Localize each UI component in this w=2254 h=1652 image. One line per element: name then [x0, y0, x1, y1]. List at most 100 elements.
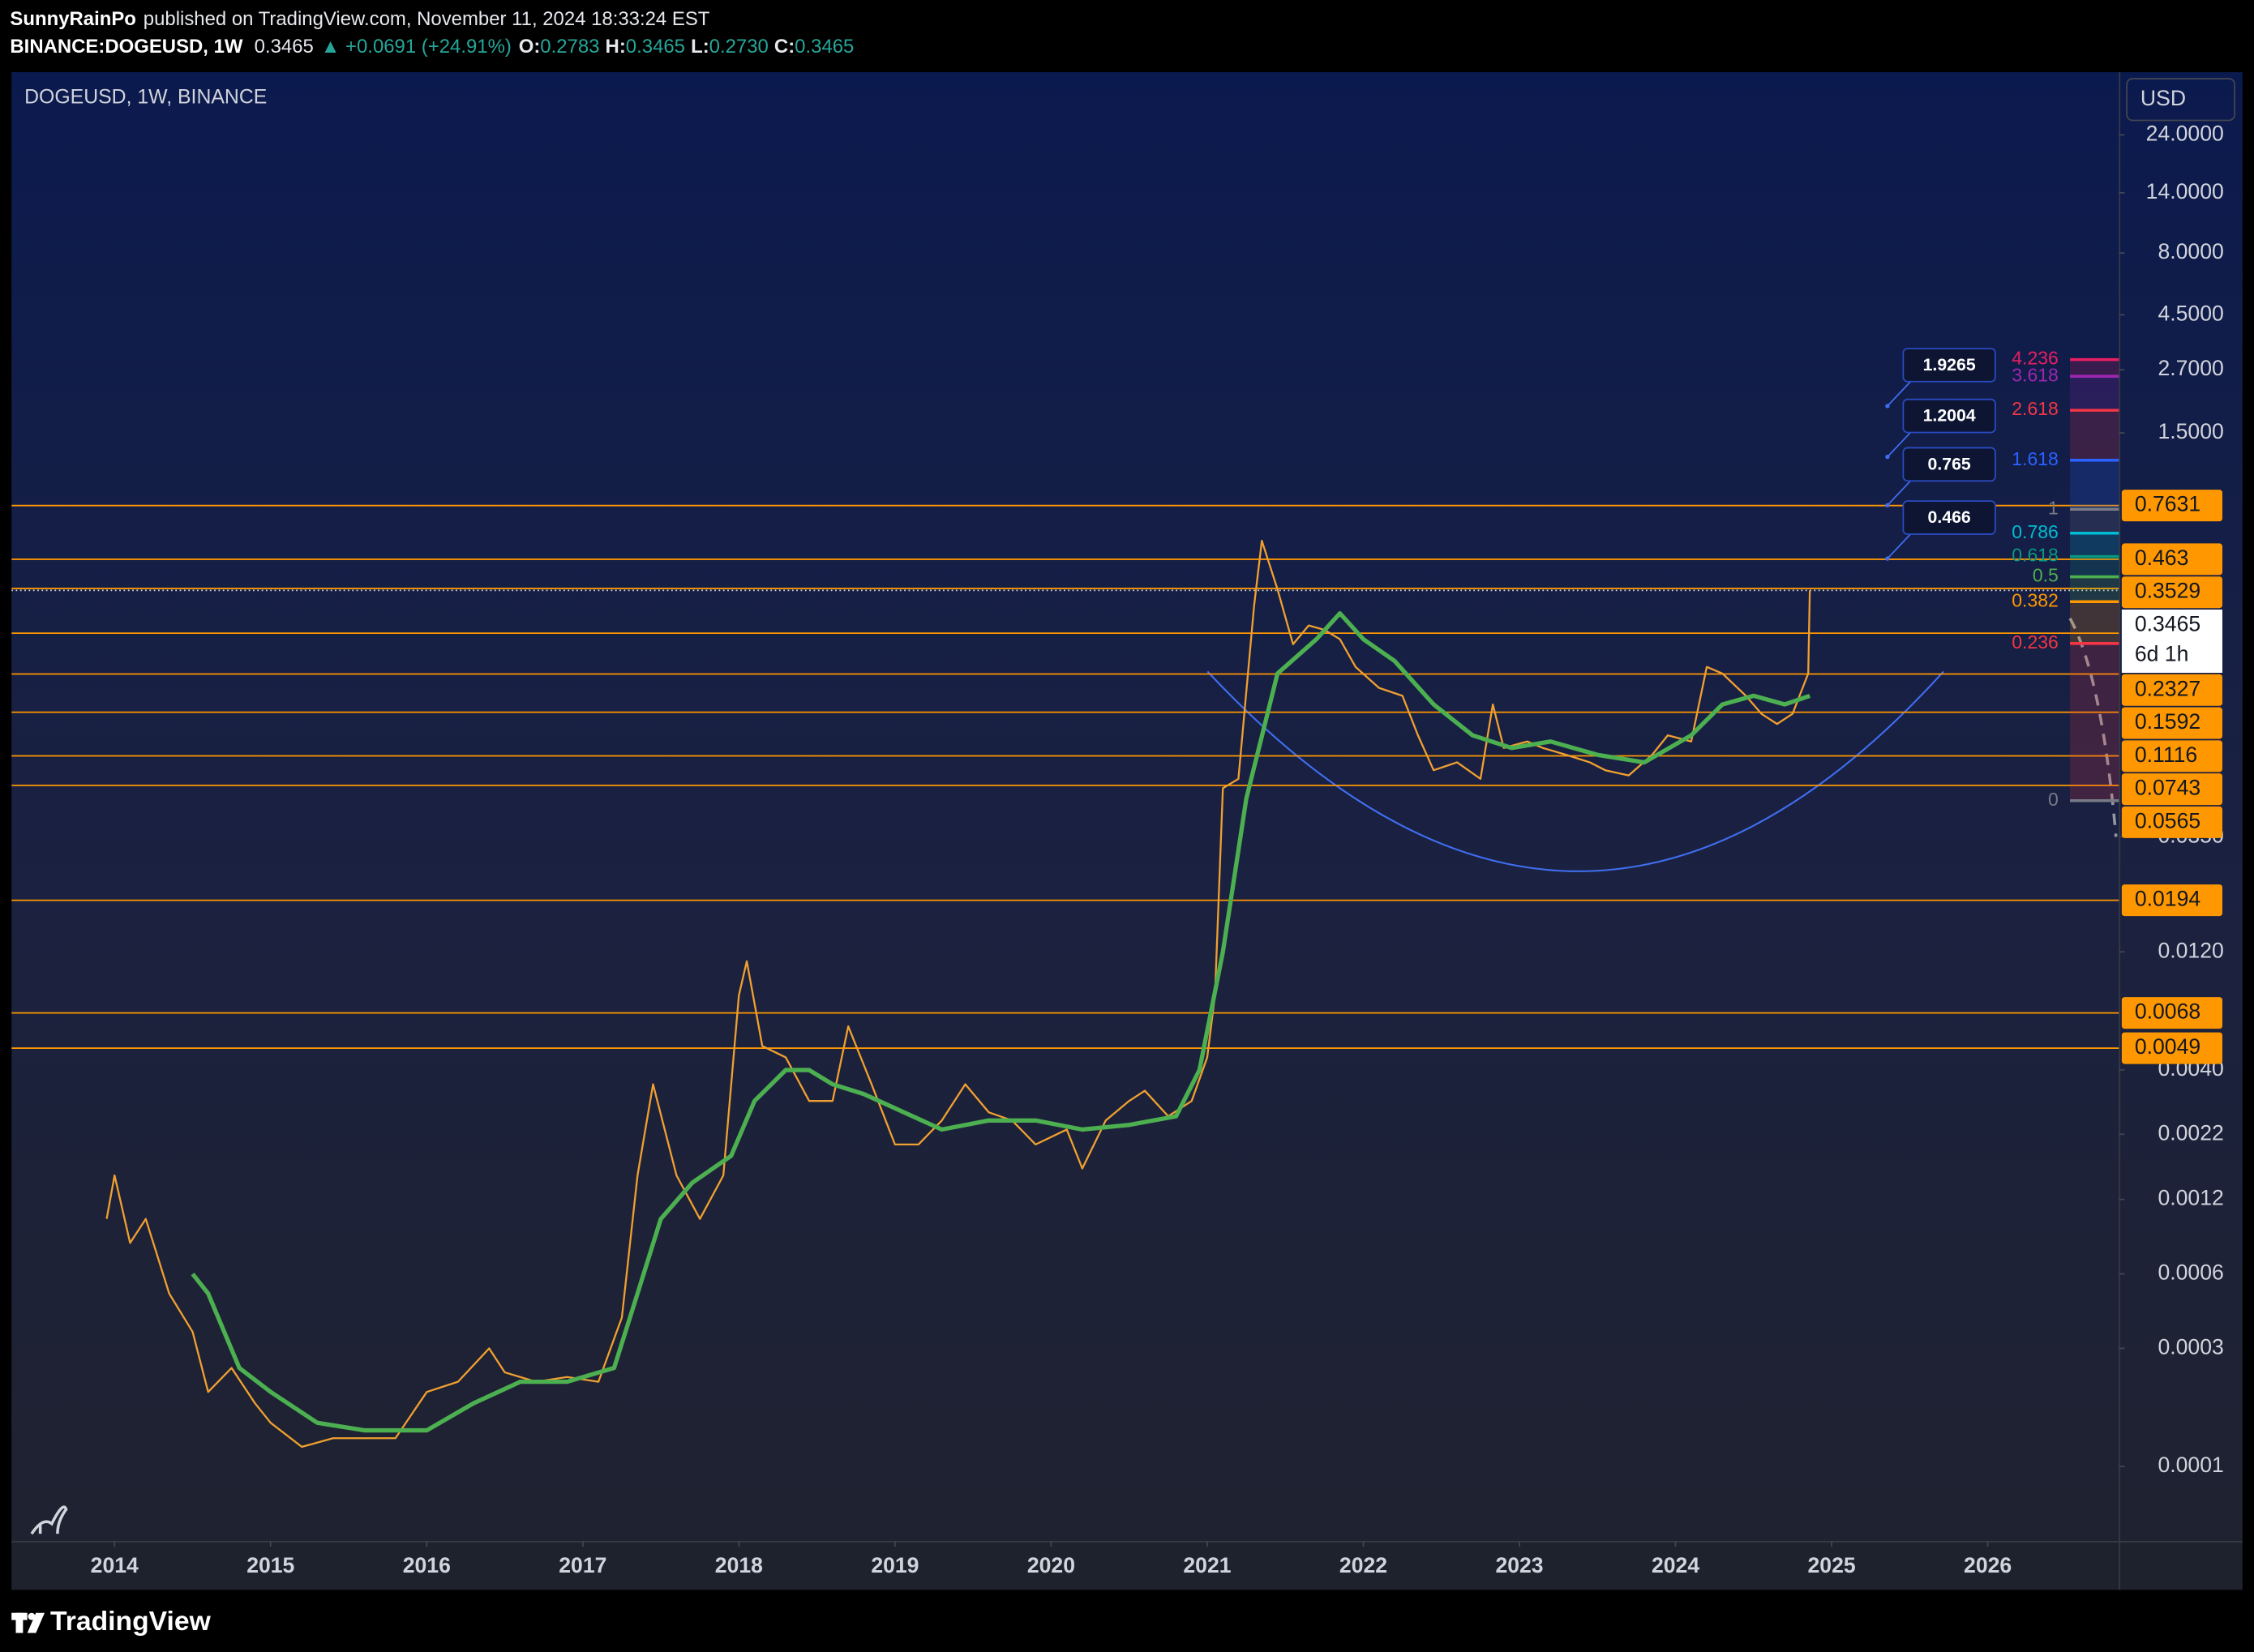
last: 0.3465 [255, 36, 314, 58]
cup-drawing [1206, 670, 1944, 872]
level-label: 0.0049 [2135, 1034, 2200, 1059]
x-tick-label: 2024 [1652, 1553, 1699, 1577]
fib-zone [2070, 556, 2119, 577]
y-tick-label: 14.0000 [2146, 179, 2224, 203]
level-box [2121, 543, 2222, 576]
fib-zone [2070, 533, 2119, 557]
dino-icon [30, 1505, 68, 1535]
callout-pointer [1887, 478, 1913, 506]
x-tick-label: 2018 [715, 1553, 763, 1577]
plot-area [11, 504, 2119, 1449]
author: SunnyRainPo [10, 9, 136, 31]
level-label: 0.0194 [2135, 887, 2200, 911]
level-box [2121, 806, 2222, 838]
footer-logo [11, 1612, 45, 1633]
fib-zone [2070, 359, 2119, 377]
callout-label: 0.765 [1928, 454, 1971, 473]
level-label: 0.0068 [2135, 999, 2200, 1024]
level-box [2121, 1032, 2222, 1064]
fib-zone [2070, 410, 2119, 460]
level-box [2121, 997, 2222, 1029]
fib-label: 4.236 [2012, 348, 2059, 369]
countdown-label: 6d 1h [2135, 642, 2189, 666]
callout-box [1902, 500, 1996, 535]
y-tick-label: 0.0001 [2158, 1453, 2223, 1477]
price-line [105, 539, 1811, 1449]
price-line [191, 610, 1811, 1433]
header-line: SunnyRainPo published on TradingView.com,… [10, 9, 709, 31]
callout-box [1902, 348, 1996, 383]
change: ▲ +0.0691 (+24.91%) [321, 36, 512, 58]
x-tick-label: 2023 [1495, 1553, 1543, 1577]
callout-pointer [1887, 379, 1913, 407]
x-tick-label: 2022 [1339, 1553, 1387, 1577]
callout-pointer [1887, 430, 1913, 458]
fib-label: 0.382 [2012, 589, 2059, 610]
published: published on TradingView.com, November 1… [144, 9, 710, 31]
level-box [2121, 740, 2222, 773]
level-label: 0.2327 [2135, 676, 2200, 700]
y-tick-label: 24.0000 [2146, 121, 2224, 145]
level-box [2121, 773, 2222, 806]
fib-label: 3.618 [2012, 364, 2059, 385]
callout-box [1902, 447, 1996, 482]
fib-label: 1.618 [2012, 448, 2059, 469]
ohlc-label: L: [691, 36, 709, 58]
x-tick-label: 2016 [403, 1553, 451, 1577]
fib-label: 0.236 [2012, 631, 2059, 653]
level-label: 0.1116 [2135, 743, 2197, 767]
x-tick-label: 2019 [871, 1553, 919, 1577]
y-tick-label: 2.7000 [2158, 356, 2223, 380]
fib-label: 1 [2048, 497, 2059, 518]
y-tick-label: 0.0120 [2158, 938, 2223, 962]
projection-drawing [2068, 617, 2118, 837]
ohlc-label: H: [606, 36, 626, 58]
y-tick-label: 0.0003 [2158, 1334, 2223, 1359]
level-label: 0.3529 [2135, 579, 2200, 603]
symbol-line: BINANCE:DOGEUSD, 1W 0.3465 ▲ +0.0691 (+24.… [10, 36, 854, 58]
fib-label: 0.786 [2012, 521, 2059, 542]
symbol: BINANCE:DOGEUSD, 1W [10, 36, 242, 58]
fib-zone [2070, 509, 2119, 533]
last-price-label: 0.3465 [2135, 612, 2200, 636]
level-label: 0.7631 [2135, 492, 2200, 516]
fib-label: 2.618 [2012, 398, 2059, 419]
y-tick-label: 0.0012 [2158, 1186, 2223, 1210]
x-tick-label: 2021 [1183, 1553, 1231, 1577]
fib-zone [2070, 601, 2119, 644]
x-tick-label: 2014 [91, 1553, 139, 1577]
level-box [2121, 576, 2222, 609]
callout-pointer [1887, 532, 1913, 559]
y-tick-label: 4.5000 [2158, 301, 2223, 325]
level-label: 0.463 [2135, 546, 2189, 570]
callout-label: 1.2004 [1923, 406, 1976, 426]
last-price-box [2121, 609, 2222, 673]
x-tick-label: 2025 [1808, 1553, 1856, 1577]
ohlc-value: 0.3465 [626, 36, 685, 58]
currency-box[interactable] [2126, 78, 2235, 122]
ohlc-label: C: [774, 36, 795, 58]
pane-title: DOGEUSD, 1W, BINANCE [24, 87, 267, 109]
level-box [2121, 490, 2222, 522]
ohlc-label: O: [519, 36, 541, 58]
currency[interactable]: USD [2140, 86, 2186, 110]
x-tick-label: 2026 [1964, 1553, 2012, 1577]
level-box [2121, 707, 2222, 739]
level-label: 0.0565 [2135, 808, 2200, 832]
callout-label: 0.466 [1928, 507, 1971, 527]
callout-box [1902, 398, 1996, 434]
level-box [2121, 884, 2222, 917]
y-tick-label: 8.0000 [2158, 239, 2223, 263]
chart-pane [11, 72, 2243, 1542]
level-box [2121, 674, 2222, 706]
fib-zone [2070, 460, 2119, 510]
y-tick-label: 0.0006 [2158, 1260, 2223, 1285]
level-label: 0.1592 [2135, 709, 2200, 734]
x-tick-label: 2017 [559, 1553, 606, 1577]
fib-label: 0.5 [2033, 565, 2059, 586]
x-tick-label: 2015 [246, 1553, 294, 1577]
ohlc-value: 0.2730 [709, 36, 769, 58]
ohlc-value: 0.2783 [540, 36, 599, 58]
